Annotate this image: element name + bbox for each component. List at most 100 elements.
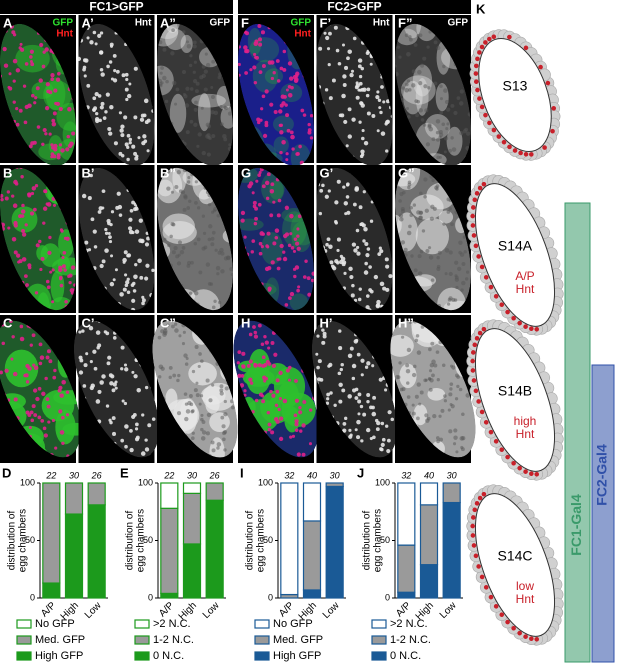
- nucleus: [124, 424, 129, 429]
- nucleus: [201, 430, 207, 435]
- nucleus: [264, 120, 269, 125]
- hnt-cell: [511, 315, 516, 321]
- nucleus: [351, 242, 357, 247]
- nucleus: [424, 413, 429, 418]
- nucleus: [185, 86, 190, 91]
- nucleus: [131, 231, 135, 235]
- nucleus: [28, 144, 33, 149]
- nucleus: [342, 428, 347, 433]
- nucleus: [363, 227, 368, 232]
- hnt-cell: [491, 127, 497, 133]
- nucleus: [101, 189, 106, 194]
- hnt-cell: [550, 128, 555, 134]
- nucleus: [428, 369, 433, 373]
- nucleus: [275, 389, 280, 394]
- nucleus: [18, 108, 23, 113]
- nucleus: [81, 193, 87, 199]
- hnt-cell: [481, 181, 487, 187]
- nucleus: [257, 202, 262, 207]
- nucleus: [277, 198, 282, 203]
- nucleus: [379, 249, 384, 254]
- header-bar: [238, 0, 471, 14]
- nucleus: [446, 107, 451, 112]
- nucleus: [346, 182, 350, 187]
- nucleus: [185, 356, 189, 360]
- nucleus: [324, 194, 329, 199]
- nucleus: [193, 388, 198, 393]
- nucleus: [433, 81, 438, 86]
- nucleus: [325, 242, 329, 247]
- nucleus: [369, 436, 373, 441]
- nucleus: [135, 154, 139, 158]
- nucleus: [126, 253, 132, 258]
- nucleus: [358, 81, 363, 86]
- nucleus: [144, 438, 148, 442]
- x-tick-label: Low: [321, 600, 342, 621]
- nucleus: [158, 40, 163, 45]
- nucleus: [267, 422, 272, 427]
- nucleus: [282, 256, 288, 262]
- header-bar: [0, 0, 233, 14]
- nucleus: [361, 129, 365, 133]
- nucleus: [257, 363, 262, 368]
- nucleus: [306, 276, 311, 281]
- nucleus: [241, 364, 245, 368]
- nucleus: [213, 206, 218, 212]
- hnt-cell: [488, 429, 494, 435]
- nucleus: [287, 378, 292, 382]
- nucleus: [33, 413, 38, 417]
- nucleus: [400, 335, 405, 339]
- nucleus: [456, 384, 460, 389]
- hnt-cell: [511, 625, 516, 631]
- nucleus: [194, 100, 198, 105]
- bar-segment: [87, 504, 106, 599]
- nucleus: [404, 82, 409, 87]
- nucleus: [302, 275, 307, 279]
- nucleus: [92, 349, 97, 354]
- nucleus: [89, 40, 94, 45]
- nucleus: [294, 398, 299, 403]
- nucleus: [297, 214, 302, 219]
- nucleus: [129, 447, 134, 453]
- nucleus: [46, 404, 51, 409]
- nucleus: [366, 247, 371, 251]
- nucleus: [30, 141, 35, 146]
- nucleus: [194, 344, 199, 349]
- nucleus: [126, 157, 130, 162]
- nucleus: [358, 74, 363, 79]
- nucleus: [363, 140, 369, 146]
- legend-swatch: [371, 635, 387, 645]
- nucleus: [419, 210, 423, 215]
- nucleus: [407, 88, 412, 92]
- hnt-cell: [511, 460, 516, 466]
- nucleus: [96, 346, 100, 350]
- nucleus: [32, 363, 36, 367]
- panel-label: I: [240, 465, 244, 480]
- group-title: FC1>GFP: [89, 0, 143, 14]
- nucleus: [82, 67, 86, 72]
- hnt-cell: [475, 56, 480, 62]
- nucleus: [219, 247, 224, 253]
- nucleus: [406, 395, 411, 399]
- nucleus: [429, 362, 435, 368]
- gal4-bar: [565, 203, 590, 662]
- chamber-border: [474, 183, 556, 327]
- nucleus: [105, 404, 110, 408]
- hnt-cell: [471, 515, 476, 520]
- nucleus: [213, 110, 219, 116]
- x-tick-label: A/P: [394, 600, 413, 619]
- nucleus: [223, 448, 227, 452]
- nucleus: [436, 45, 441, 50]
- nucleus: [347, 107, 352, 112]
- stage-note: Hnt: [516, 282, 535, 296]
- nucleus: [147, 423, 152, 428]
- channel-label: Hnt: [294, 29, 311, 40]
- nucleus: [20, 209, 26, 214]
- nucleus: [362, 412, 367, 417]
- nucleus: [289, 213, 294, 219]
- y-axis-label: distribution of: [245, 511, 256, 571]
- nucleus: [65, 390, 70, 395]
- nucleus: [406, 79, 411, 83]
- stage-name: S13: [503, 78, 528, 94]
- nucleus: [377, 252, 382, 256]
